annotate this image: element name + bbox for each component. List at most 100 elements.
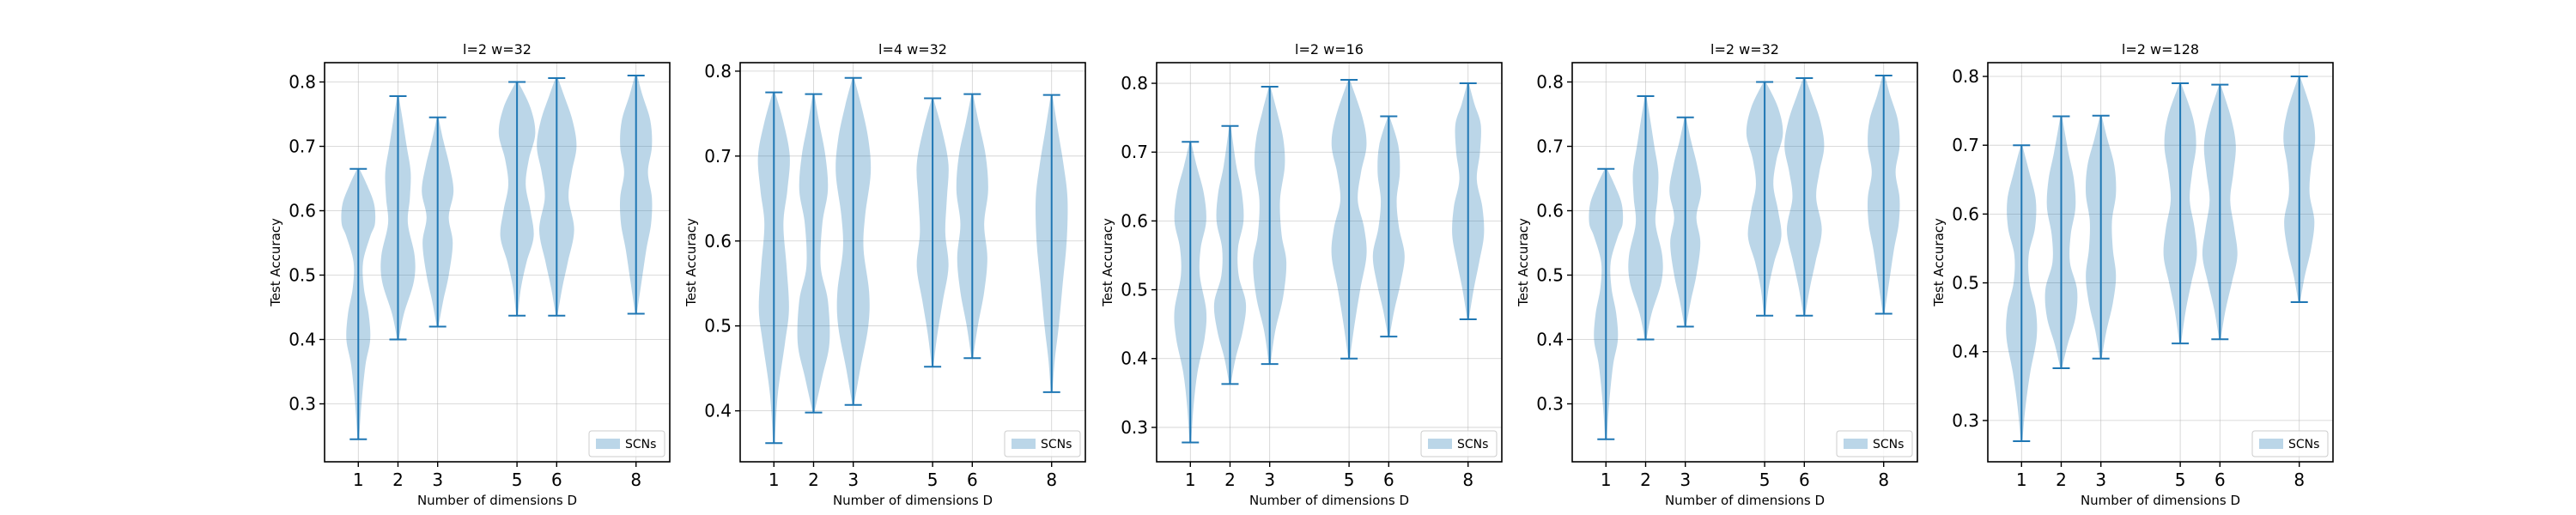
y-tick-label: 0.3 xyxy=(1536,394,1564,415)
y-tick-label: 0.4 xyxy=(289,330,316,350)
x-axis-label: Number of dimensions D xyxy=(1249,493,1409,508)
x-tick-label: 3 xyxy=(1680,470,1691,490)
subplot-title: l=2 w=32 xyxy=(1710,41,1779,58)
subplot-title: l=4 w=32 xyxy=(878,41,947,58)
y-tick-label: 0.8 xyxy=(704,61,732,82)
x-tick-label: 2 xyxy=(2056,470,2067,490)
y-axis-label: Test Accuracy xyxy=(683,218,699,307)
y-tick-label: 0.3 xyxy=(1952,410,1979,431)
x-tick-label: 1 xyxy=(1185,470,1196,490)
y-tick-label: 0.6 xyxy=(1121,210,1148,231)
x-tick-label: 5 xyxy=(2175,470,2186,490)
x-tick-label: 8 xyxy=(630,470,641,490)
y-tick-label: 0.6 xyxy=(1536,201,1564,221)
x-tick-label: 8 xyxy=(1046,470,1057,490)
subplot-title: l=2 w=16 xyxy=(1295,41,1364,58)
x-tick-label: 3 xyxy=(432,470,443,490)
y-tick-label: 0.7 xyxy=(289,136,316,157)
legend-swatch xyxy=(1844,439,1868,449)
y-axis-label: Test Accuracy xyxy=(1100,218,1115,307)
legend-label: SCNs xyxy=(1041,438,1072,451)
y-tick-label: 0.8 xyxy=(1536,72,1564,93)
legend: SCNs xyxy=(1420,430,1498,457)
legend-swatch xyxy=(596,439,620,449)
y-tick-label: 0.6 xyxy=(289,201,316,221)
x-axis-label: Number of dimensions D xyxy=(833,493,993,508)
subplot-title: l=2 w=128 xyxy=(2122,41,2199,58)
x-tick-label: 3 xyxy=(848,470,859,490)
x-tick-label: 2 xyxy=(1640,470,1651,490)
y-axis-label: Test Accuracy xyxy=(1516,218,1531,307)
subplot-5: 0.3 0.4 0.5 0.6 0.7 0.8 1 2 3 5 6 8 l=2 w=128 Number … xyxy=(1931,41,2334,508)
x-tick-label: 1 xyxy=(353,470,364,490)
y-tick-label: 0.7 xyxy=(1121,142,1148,162)
x-tick-label: 1 xyxy=(1601,470,1612,490)
x-tick-label: 5 xyxy=(1759,470,1771,490)
plot-frame xyxy=(324,62,671,463)
legend-frame xyxy=(1004,430,1081,457)
legend-label: SCNs xyxy=(625,438,656,451)
x-tick-label: 6 xyxy=(1383,470,1394,490)
x-tick-label: 8 xyxy=(2293,470,2305,490)
legend-label: SCNs xyxy=(2288,438,2319,451)
y-tick-label: 0.4 xyxy=(1536,330,1564,350)
plot-frame xyxy=(1571,62,1918,463)
plot-frame xyxy=(1987,62,2334,463)
y-tick-label: 0.5 xyxy=(1121,280,1148,300)
x-tick-label: 5 xyxy=(927,470,939,490)
legend: SCNs xyxy=(2251,430,2329,457)
x-tick-label: 6 xyxy=(2215,470,2226,490)
y-tick-label: 0.7 xyxy=(1952,135,1979,155)
x-tick-label: 3 xyxy=(1264,470,1275,490)
legend-frame xyxy=(1836,430,1913,457)
x-axis-label: Number of dimensions D xyxy=(417,493,577,508)
y-tick-label: 0.5 xyxy=(704,316,732,336)
x-tick-label: 6 xyxy=(967,470,978,490)
legend-label: SCNs xyxy=(1457,438,1488,451)
x-tick-label: 6 xyxy=(551,470,562,490)
y-tick-label: 0.8 xyxy=(289,72,316,93)
y-tick-label: 0.5 xyxy=(289,265,316,286)
y-tick-label: 0.3 xyxy=(289,394,316,415)
y-axis-label: Test Accuracy xyxy=(1931,218,1947,307)
legend-frame xyxy=(588,430,665,457)
legend-label: SCNs xyxy=(1873,438,1904,451)
subplot-title: l=2 w=32 xyxy=(463,41,532,58)
x-tick-label: 8 xyxy=(1462,470,1473,490)
y-tick-label: 0.8 xyxy=(1952,66,1979,87)
x-axis-label: Number of dimensions D xyxy=(2081,493,2240,508)
legend: SCNs xyxy=(588,430,665,457)
y-tick-label: 0.5 xyxy=(1536,265,1564,286)
legend: SCNs xyxy=(1836,430,1913,457)
y-tick-label: 0.6 xyxy=(1952,203,1979,224)
y-tick-label: 0.6 xyxy=(704,231,732,251)
x-tick-label: 2 xyxy=(392,470,404,490)
legend-frame xyxy=(1420,430,1498,457)
y-tick-label: 0.4 xyxy=(704,401,732,421)
y-tick-label: 0.8 xyxy=(1121,73,1148,94)
legend: SCNs xyxy=(1004,430,1081,457)
legend-swatch xyxy=(2259,439,2283,449)
legend-swatch xyxy=(1012,439,1036,449)
subplot-4: 0.3 0.4 0.5 0.6 0.7 0.8 1 2 3 5 6 8 l=2 w=32 Number o… xyxy=(1516,41,1918,508)
y-tick-label: 0.7 xyxy=(704,146,732,167)
plot-frame xyxy=(1156,62,1503,463)
x-tick-label: 1 xyxy=(2016,470,2027,490)
x-tick-label: 3 xyxy=(2095,470,2106,490)
subplot-3: 0.3 0.4 0.5 0.6 0.7 0.8 1 2 3 5 6 8 l=2 w=16 Number o… xyxy=(1100,41,1503,508)
y-tick-label: 0.4 xyxy=(1121,348,1148,369)
x-tick-label: 2 xyxy=(1224,470,1236,490)
x-tick-label: 1 xyxy=(769,470,780,490)
y-tick-label: 0.4 xyxy=(1952,342,1979,362)
y-tick-label: 0.5 xyxy=(1952,273,1979,294)
y-tick-label: 0.3 xyxy=(1121,417,1148,438)
x-tick-label: 8 xyxy=(1878,470,1889,490)
plot-frame xyxy=(739,62,1086,463)
x-tick-label: 2 xyxy=(808,470,819,490)
subplot-2: 0.4 0.5 0.6 0.7 0.8 1 2 3 5 6 8 l=4 w=32 Number of d… xyxy=(683,41,1086,508)
x-axis-label: Number of dimensions D xyxy=(1665,493,1825,508)
x-tick-label: 5 xyxy=(1344,470,1355,490)
y-tick-label: 0.7 xyxy=(1536,136,1564,157)
x-tick-label: 5 xyxy=(512,470,523,490)
